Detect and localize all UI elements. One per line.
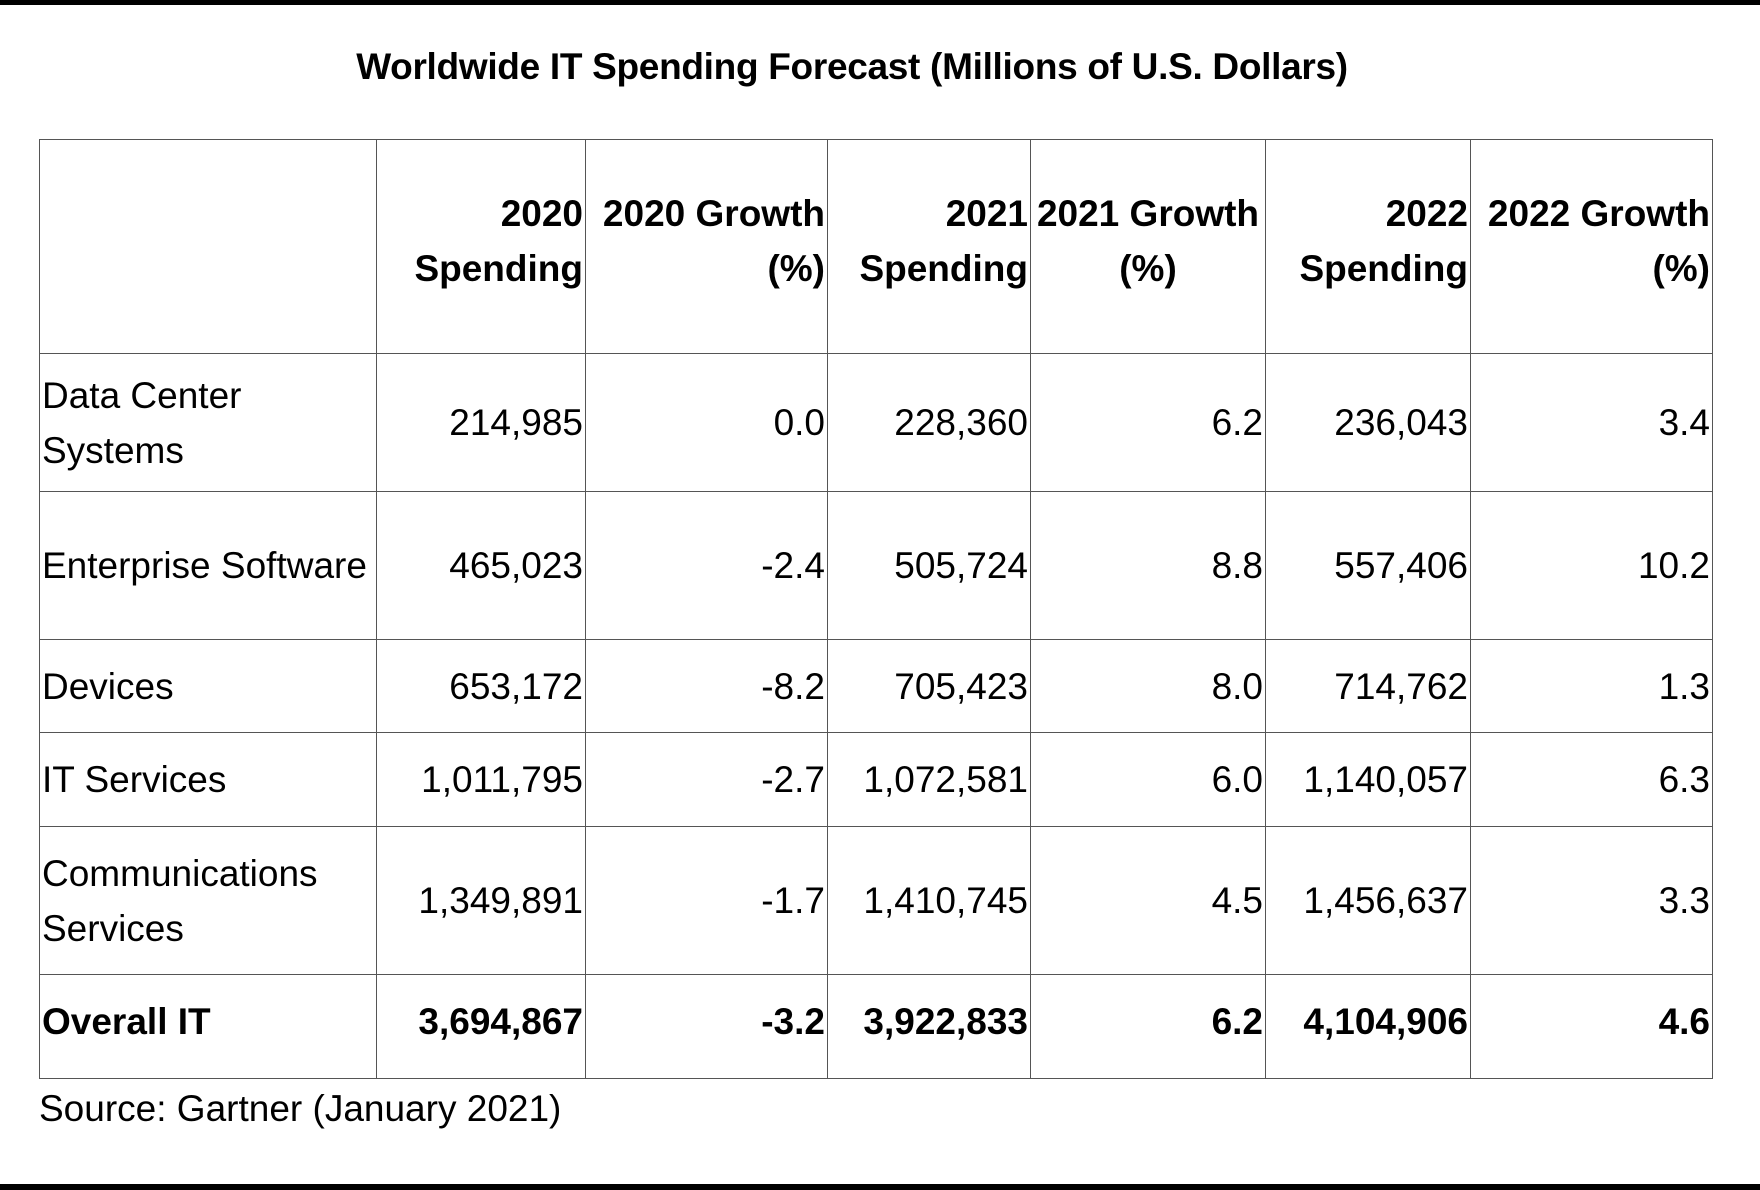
header-2022-spending: 2022 Spending [1265,139,1471,354]
cell-2021-growth: 4.5 [1030,826,1266,975]
cell-2022-spending: 557,406 [1265,491,1471,640]
cell-category: IT Services [39,732,377,827]
cell-2020-growth: -3.2 [585,974,828,1079]
table-title: Worldwide IT Spending Forecast (Millions… [356,46,1348,87]
header-category [39,139,377,354]
table-row: Devices 653,172 -8.2 705,423 8.0 714,762 1.3 [39,639,1713,733]
header-2021-spending: 2021 Spending [827,139,1031,354]
header-2020-growth: 2020 Growth (%) [585,139,828,354]
table-row: IT Services 1,011,795 -2.7 1,072,581 6.0 1,14… [39,732,1713,827]
header-2021-growth: 2021 Growth (%) [1030,139,1266,354]
total-row: Overall IT 3,694,867 -3.2 3,922,833 6.2 4,104… [39,974,1713,1079]
cell-2021-growth: 8.8 [1030,491,1266,640]
cell-2021-spending: 505,724 [827,491,1031,640]
cell-2020-spending: 653,172 [376,639,586,733]
cell-category: Devices [39,639,377,733]
top-border [0,0,1760,5]
header-2020-spending: 2020 Spending [376,139,586,354]
cell-2020-spending: 214,985 [376,353,586,492]
cell-2022-growth: 4.6 [1470,974,1713,1079]
header-2022-growth: 2022 Growth (%) [1470,139,1713,354]
cell-category: Communications Services [39,826,377,975]
cell-2021-growth: 6.2 [1030,353,1266,492]
cell-2020-spending: 1,349,891 [376,826,586,975]
table-row: Data Center Systems 214,985 0.0 228,360 6.2 2… [39,353,1713,492]
cell-2022-spending: 236,043 [1265,353,1471,492]
cell-category: Data Center Systems [39,353,377,492]
cell-2021-spending: 1,410,745 [827,826,1031,975]
bottom-border [0,1184,1760,1190]
cell-2022-spending: 4,104,906 [1265,974,1471,1079]
cell-2022-spending: 714,762 [1265,639,1471,733]
cell-category: Enterprise Software [39,491,377,640]
cell-2022-growth: 3.4 [1470,353,1713,492]
cell-2022-growth: 10.2 [1470,491,1713,640]
table-row: Enterprise Software 465,023 -2.4 505,724 8.8… [39,491,1713,640]
cell-2020-spending: 465,023 [376,491,586,640]
header-row: 2020 Spending 2020 Growth (%) 2021 Spend… [39,139,1713,354]
it-spending-table: 2020 Spending 2020 Growth (%) 2021 Spend… [39,139,1713,1079]
table-row: Communications Services 1,349,891 -1.7 1,41… [39,826,1713,975]
cell-2022-growth: 1.3 [1470,639,1713,733]
source-note: Source: Gartner (January 2021) [39,1088,562,1129]
cell-2021-spending: 1,072,581 [827,732,1031,827]
cell-2022-spending: 1,456,637 [1265,826,1471,975]
cell-2022-growth: 6.3 [1470,732,1713,827]
cell-2020-growth: -1.7 [585,826,828,975]
cell-2022-growth: 3.3 [1470,826,1713,975]
cell-2021-growth: 6.2 [1030,974,1266,1079]
cell-category: Overall IT [39,974,377,1079]
cell-2021-growth: 6.0 [1030,732,1266,827]
cell-2021-growth: 8.0 [1030,639,1266,733]
cell-2020-growth: 0.0 [585,353,828,492]
cell-2022-spending: 1,140,057 [1265,732,1471,827]
cell-2021-spending: 705,423 [827,639,1031,733]
cell-2020-spending: 3,694,867 [376,974,586,1079]
cell-2020-spending: 1,011,795 [376,732,586,827]
cell-2020-growth: -2.7 [585,732,828,827]
cell-2021-spending: 228,360 [827,353,1031,492]
cell-2020-growth: -8.2 [585,639,828,733]
cell-2021-spending: 3,922,833 [827,974,1031,1079]
cell-2020-growth: -2.4 [585,491,828,640]
